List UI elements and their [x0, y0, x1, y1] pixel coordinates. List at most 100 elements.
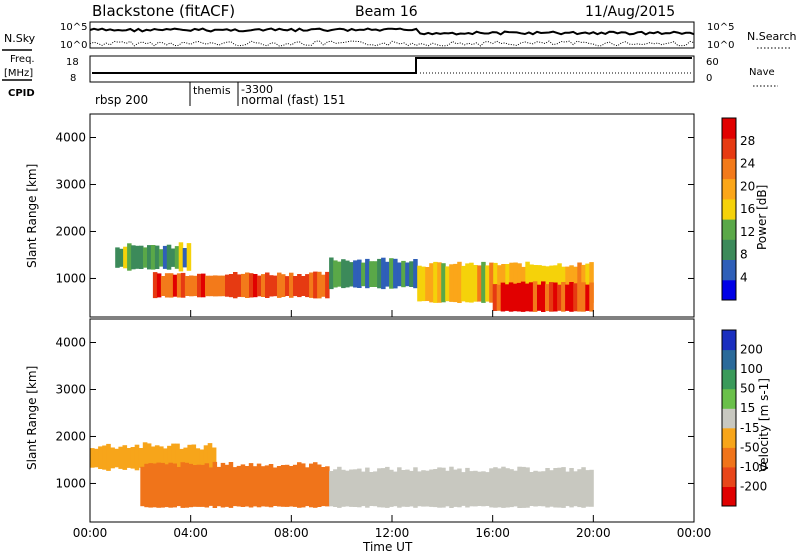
power-panel: 1000 2000 3000 4000 Slant Range [km] 28 24 20… — [25, 113, 769, 318]
heatmap-cell — [512, 283, 518, 312]
time-x-label: Time UT — [362, 540, 413, 554]
freq-scale-bottom: 8 — [70, 73, 76, 84]
freq-panel: 18 8 60 0 — [66, 55, 719, 84]
nave-scale-top: 60 — [706, 57, 719, 68]
heatmap-cell — [361, 262, 366, 287]
heatmap-cell — [184, 462, 189, 508]
heatmap-cell — [533, 470, 538, 507]
colorbar-swatch — [722, 330, 736, 351]
colorbar-swatch — [722, 466, 736, 487]
heatmap-cell — [504, 284, 510, 311]
heatmap-cell — [168, 462, 173, 508]
x-tick-label: 08:00 — [274, 526, 309, 540]
heatmap-cell — [461, 472, 466, 506]
nsky-scale-bottom: 10^0 — [60, 40, 87, 51]
velocity-colorbar-label: Velocity [m s-1] — [757, 378, 771, 472]
heatmap-cell — [505, 264, 510, 303]
heatmap-cell — [156, 462, 161, 508]
heatmap-cell — [557, 284, 562, 311]
colorbar-frame — [721, 117, 737, 301]
heatmap-cell — [581, 467, 586, 508]
heatmap-cell — [520, 281, 526, 312]
colorbar-swatch — [722, 388, 736, 409]
heatmap-cell — [158, 249, 164, 267]
x-tick-label: 04:00 — [173, 526, 208, 540]
heatmap-cell — [497, 265, 502, 302]
heatmap-cell — [205, 275, 210, 297]
velocity-colorbar: 200 100 50 15 -15 -50 -100 -200 — [721, 329, 767, 507]
heatmap-cell — [545, 284, 550, 312]
heatmap-cell — [381, 257, 386, 290]
heatmap-cell — [589, 282, 594, 312]
heatmap-cell — [146, 443, 152, 472]
heatmap-cell — [265, 272, 270, 298]
heatmap-cell — [525, 261, 530, 303]
heatmap-cell — [225, 274, 230, 297]
colorbar-tick-label: -100 — [740, 460, 767, 474]
date-title: 11/Aug/2015 — [585, 4, 675, 20]
x-tick-label: 00:00 — [677, 526, 712, 540]
time-x-ticks: 00:00 04:00 08:00 12:00 16:00 20:00 00:00 — [73, 310, 712, 540]
heatmap-cell — [453, 263, 458, 303]
heatmap-cell — [94, 448, 99, 468]
y-tick-label: 2000 — [55, 224, 86, 238]
heatmap-cell — [164, 273, 170, 298]
heatmap-cell — [191, 444, 197, 471]
heatmap-cell — [174, 246, 180, 269]
heatmap-cell — [297, 274, 302, 298]
heatmap-cell — [477, 265, 482, 302]
heatmap-cell — [437, 467, 442, 508]
colorbar-tick-label: -50 — [740, 440, 760, 454]
nsky-frame — [89, 21, 695, 49]
heatmap-cell — [549, 470, 554, 507]
heatmap-cell — [201, 273, 206, 298]
heatmap-cell — [166, 244, 172, 270]
heatmap-cell — [178, 242, 184, 272]
heatmap-cell — [292, 464, 298, 507]
heatmap-cell — [204, 463, 210, 508]
beam-title: Beam 16 — [355, 4, 418, 20]
heatmap-cell — [553, 468, 558, 508]
heatmap-cell — [333, 469, 338, 507]
heatmap-cell — [176, 273, 182, 298]
heatmap-cell — [585, 470, 590, 507]
heatmap-cell — [409, 261, 414, 287]
power-heatmap — [115, 242, 594, 312]
heatmap-cell — [365, 258, 370, 289]
heatmap-cell — [180, 462, 185, 508]
heatmap-cell — [473, 470, 478, 507]
heatmap-cell — [182, 248, 188, 268]
nsearch-scale-bottom: 10^0 — [707, 40, 734, 51]
heatmap-cell — [123, 246, 128, 269]
y-tick-label: 4000 — [55, 335, 86, 349]
heatmap-cell — [280, 465, 286, 507]
power-y-label: Slant Range [km] — [25, 164, 39, 268]
heatmap-cell — [425, 470, 430, 507]
heatmap-cell — [172, 463, 177, 508]
heatmap-cell — [365, 467, 370, 508]
cpid-3300: -3300 — [241, 83, 273, 96]
nsky-panel: 10^5 10^0 10^5 10^0 — [60, 21, 734, 51]
heatmap-cell — [577, 469, 582, 508]
heatmap-cell — [477, 471, 482, 506]
heatmap-cell — [175, 443, 180, 471]
heatmap-cell — [373, 471, 378, 507]
heatmap-cell — [441, 263, 446, 303]
power-y-ticks: 1000 2000 3000 4000 — [55, 130, 694, 285]
heatmap-cell — [224, 464, 230, 507]
heatmap-cell — [457, 468, 462, 508]
heatmap-cell — [277, 272, 282, 298]
heatmap-cell — [168, 273, 174, 298]
heatmap-cell — [341, 469, 346, 507]
heatmap-cell — [461, 265, 466, 302]
heatmap-cell — [500, 282, 506, 312]
heatmap-cell — [489, 262, 494, 303]
heatmap-cell — [385, 261, 390, 287]
heatmap-cell — [148, 463, 153, 508]
velocity-panel: 1000 2000 3000 4000 Slant Range [km] 200 100… — [25, 318, 771, 523]
heatmap-cell — [252, 466, 258, 507]
heatmap-cell — [188, 463, 193, 508]
heatmap-cell — [501, 466, 506, 508]
heatmap-cell — [176, 467, 181, 507]
heatmap-cell — [150, 245, 156, 270]
